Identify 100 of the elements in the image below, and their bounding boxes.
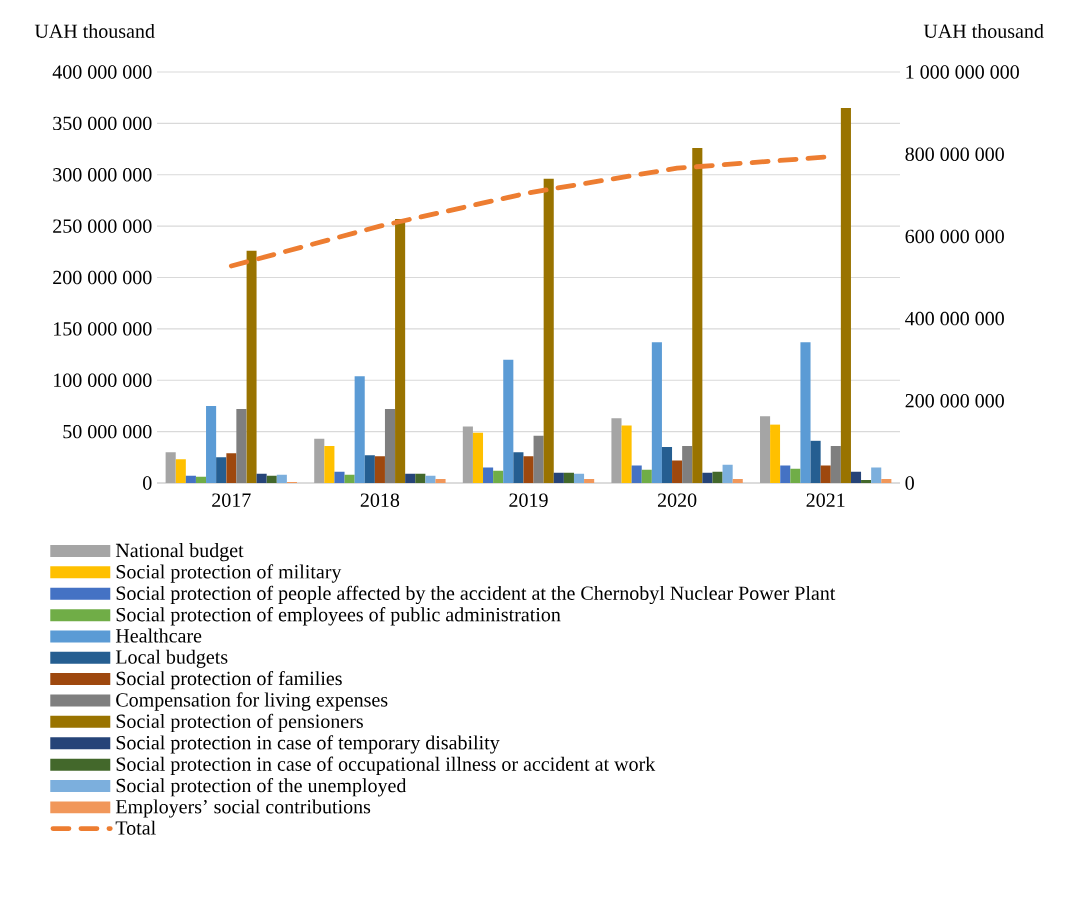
bar [533,435,544,483]
bar [195,476,207,483]
y-tick-label: 300 000 000 [53,168,152,182]
legend-label: Social protection of employees of public administration [116,607,561,626]
bar [712,471,723,483]
bar [871,467,882,483]
bar [395,218,406,483]
bar [415,473,426,483]
bar [374,456,385,483]
bar [216,457,227,483]
legend-label: Social protection in case of occupational illness or accident at work [116,756,656,775]
bar [840,107,851,483]
x-tick-label: 2021 [806,493,845,507]
bar [584,478,595,483]
bar [543,178,554,483]
y-tick-label: 50 000 000 [63,424,152,439]
x-tick-label: 2017 [212,493,251,507]
legend-label: Healthcare [115,628,202,643]
bar [435,478,446,483]
bar [185,475,196,483]
y-tick-label: 100 000 000 [54,373,152,387]
bar [861,479,872,483]
line-series [228,154,829,269]
bar [462,426,473,483]
bar [732,478,743,483]
legend-label: Compensation for living expenses [116,692,388,711]
bar [384,409,396,483]
bar [483,467,494,483]
bar [553,472,564,483]
bar [800,342,811,483]
bar [276,474,287,483]
x-tick-label: 2020 [657,493,697,507]
bar [246,250,257,483]
y2-tick-label: 1 000 000 000 [906,65,1019,79]
y2-tick-label: 600 000 000 [905,229,1004,244]
y-tick-label: 200 000 000 [53,270,152,285]
legend-label: Local budgets [115,649,228,668]
bar [790,468,801,483]
legend-label: Social protection of families [116,670,342,690]
bar [810,440,821,483]
bar [820,465,831,483]
y-tick-label: 350 000 000 [53,116,152,131]
bar [631,465,642,483]
bar [236,409,247,483]
bar [266,475,277,483]
bar [850,471,862,483]
y2-tick-label: 200 000 000 [905,394,1004,408]
y-tick-label: 250 000 000 [53,219,152,233]
bar [425,475,436,483]
bar [256,473,267,483]
y2-tick-label: 0 [905,476,914,490]
bar [672,460,683,483]
y-axis-title: UAH thousand [34,23,155,38]
bar [563,472,574,483]
bar [760,416,771,483]
bar [405,473,416,483]
bar [682,446,693,483]
bar [314,438,325,483]
bar [165,452,176,483]
bar [702,472,713,483]
x-tick-label: 2018 [360,493,400,507]
bar [334,471,345,483]
bar [513,452,524,483]
bar [830,446,841,483]
bar [364,455,375,483]
bar [611,418,622,483]
bar [881,478,892,483]
bar [573,473,585,483]
bar [324,446,335,483]
bar [472,432,484,483]
legend-label: Employers’ social contributions [115,799,371,818]
bar [226,453,237,483]
y-tick-label: 150 000 000 [54,322,152,336]
bar [780,465,791,483]
y2-tick-label: 400 000 000 [905,311,1004,326]
legend-label: Social protection of military [116,564,342,583]
legend-label: Social protection in case of temporary disability [116,735,500,754]
bar [493,470,504,483]
bar [641,469,652,483]
bar [770,424,781,483]
bar [206,405,217,483]
bar [523,456,534,483]
bar [175,459,186,483]
legend-label: National budget [115,543,244,562]
legend-label: Social protection of the unemployed [116,778,407,797]
bar [651,342,662,483]
bar [354,376,365,483]
y-tick-label: 0 [143,476,152,490]
y-tick-label: 400 000 000 [52,65,152,79]
legend-label: Social protection of pensioners [116,713,363,733]
legend-label: Total [115,820,156,835]
bar [621,425,632,483]
bar [344,474,355,483]
y2-axis-title: UAH thousand [923,23,1044,38]
bar [661,447,673,483]
y2-tick-label: 800 000 000 [905,147,1004,161]
bar [722,464,733,483]
x-tick-label: 2019 [509,493,548,507]
legend-label: Social protection of people affected by the accident at the Chernobyl Nuclear Power Plant [116,585,836,605]
bar [503,359,514,483]
